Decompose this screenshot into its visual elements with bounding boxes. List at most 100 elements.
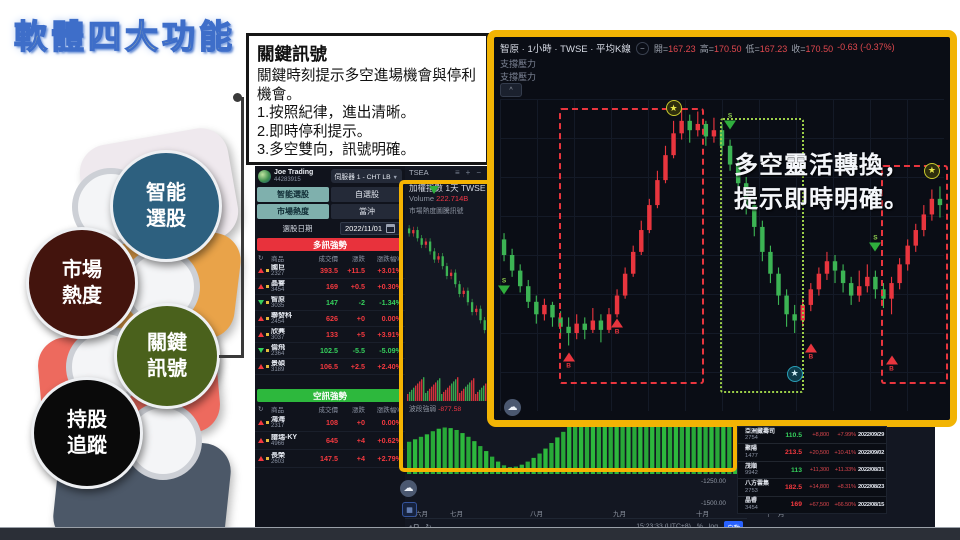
callout-body: 關鍵時刻提示多空進場機會與停利機會。 xyxy=(257,68,476,103)
signal-chart-panel: 智原 · 1小時 · TWSE · 平均K線 − 開=167.23 高=170.… xyxy=(487,30,957,427)
big-chart-header: 智原 · 1小時 · TWSE · 平均K線 − 開=167.23 高=170.… xyxy=(500,41,895,55)
section-banner: 空訊強勢 xyxy=(257,389,403,402)
date-label: 選股日期 xyxy=(282,223,313,233)
app-tab-3[interactable]: 當沖 xyxy=(331,204,403,219)
up-triangle-icon xyxy=(258,332,264,337)
connector-line-horizontal xyxy=(219,355,244,358)
avatar[interactable] xyxy=(258,169,271,183)
up-triangle-icon xyxy=(258,268,264,273)
signal-table-row[interactable]: 茂順 9942 113 +11,300 +11.33% 2022/08/31 xyxy=(738,462,886,480)
axis-label: 七月 xyxy=(450,511,463,518)
table-header: ↻ 商品 成交價 漲跌 漲跌幅% xyxy=(258,254,402,263)
up-triangle-icon xyxy=(258,456,264,461)
cloud-icon[interactable]: ☁ xyxy=(400,480,417,497)
stock-row[interactable]: 智原 3035 147 -2 -1.34% xyxy=(255,295,405,311)
axis-label: 十一月 xyxy=(765,511,785,518)
table-header: ↻ 商品 成交價 漲跌 漲跌幅% xyxy=(258,405,402,414)
feature-circle-market-heat: 市場熱度 xyxy=(26,227,138,339)
stock-row[interactable]: 景碩 3189 106.5 +2.5 +2.40% xyxy=(255,359,405,375)
signal-dot-icon xyxy=(266,365,269,368)
stock-row[interactable]: 倫飛 2364 102.5 -5.5 -5.09% xyxy=(255,343,405,359)
chart-toolbar-icons: ≡ + − xyxy=(455,168,481,177)
up-triangle-icon xyxy=(258,364,264,369)
chart-symbol-title: 加權指數 1天 TWSE xyxy=(409,183,486,193)
volume-bars xyxy=(407,376,491,401)
signal-dot-icon xyxy=(266,301,269,304)
signal-dot-icon xyxy=(266,317,269,320)
callout-point-2: 2.即時停利提示。 xyxy=(257,123,372,140)
slide-footer-bar xyxy=(0,527,960,540)
callout-title: 關鍵訊號 xyxy=(257,44,327,64)
axis-label: 九月 xyxy=(613,511,626,518)
chart-annotation: 多空靈活轉換， 提示即時明確。 xyxy=(734,152,909,214)
volume-readout: Volume 222.714B xyxy=(409,194,469,203)
signal-dot-icon xyxy=(266,439,269,442)
stock-row[interactable]: 鴻海 2317 108 +0 0.00% xyxy=(255,414,405,432)
date-row: 選股日期 2022/11/01 xyxy=(255,220,405,236)
key-signal-callout: 關鍵訊號 關鍵時刻提示多空進場機會與停利機會。 1.按照紀律，進出清晰。 2.即… xyxy=(246,33,489,165)
signal-table-row[interactable]: 亞洲藏壽司 2754 110.5 +8,800 +7.99% 2022/09/29 xyxy=(738,427,886,445)
app-tab-1[interactable]: 自選股 xyxy=(331,187,403,202)
up-triangle-icon xyxy=(258,420,264,425)
mini-candlestick-chart[interactable] xyxy=(407,212,491,376)
stock-row[interactable]: 晶睿 3454 169 +0.5 +0.30% xyxy=(255,279,405,295)
connector-line-vertical xyxy=(241,97,244,357)
up-triangle-icon xyxy=(258,438,264,443)
log-scale-button[interactable]: log xyxy=(709,523,718,530)
stock-row[interactable]: 譜瑞-KY 4966 645 +4 +0.62% xyxy=(255,432,405,450)
feature-circle-key-signal: 關鍵訊號 xyxy=(114,303,220,409)
app-tab-0[interactable]: 智能選股 xyxy=(257,187,329,202)
collapse-circle-icon[interactable]: − xyxy=(635,41,649,55)
signal-table-row[interactable]: 聚陽 1477 213.5 +20,500 +10.41% 2022/09/02 xyxy=(738,444,886,462)
signal-dot-icon xyxy=(266,269,269,272)
stock-row[interactable]: 國巨 2327 393.5 +11.5 +3.01% xyxy=(255,263,405,279)
app-tab-2[interactable]: 市場熱度 xyxy=(257,204,329,219)
date-picker[interactable]: 2022/11/01 xyxy=(340,221,400,235)
candlestick-chart[interactable] xyxy=(500,99,944,411)
axis-label: 十月 xyxy=(696,511,709,518)
add-icon[interactable]: + xyxy=(465,168,471,177)
axis-label: 六月 xyxy=(415,511,428,518)
feature-circle-holding-track: 持股追蹤 xyxy=(31,377,143,489)
menu-icon[interactable]: ≡ xyxy=(455,168,460,177)
pane-indicator-readout: 波段強弱 -877.58 xyxy=(409,406,462,413)
sell-triangle-icon xyxy=(429,186,439,194)
overlay-indicator-label: 支撐壓力 xyxy=(500,59,537,69)
signal-dot-icon xyxy=(266,285,269,288)
cloud-icon[interactable]: ☁ xyxy=(504,399,521,416)
down-triangle-icon xyxy=(258,348,264,353)
app-tab-grid: 智能選股 自選股 市場熱度 當沖 xyxy=(255,186,405,220)
goto-date-icon[interactable]: ▦ xyxy=(402,502,417,517)
feature-circle-smart-selection: 智能選股 xyxy=(110,150,222,262)
signal-table-row[interactable]: 晶睿 3454 169 +67,500 +66.50% 2022/08/15 xyxy=(745,498,884,512)
axis-label: 八月 xyxy=(530,511,543,518)
connector-dot xyxy=(233,93,242,102)
server-dropdown[interactable]: 伺服器 1 - CHT LB ▼ xyxy=(330,169,402,183)
tab-tsea[interactable]: TSEA xyxy=(409,168,429,177)
stock-row[interactable]: 聯發科 2454 626 +0 0.00% xyxy=(255,311,405,327)
calendar-icon xyxy=(386,223,395,233)
signal-history-table: 亞洲藏壽司 2754 110.5 +8,800 +7.99% 2022/09/29 聚陽 14… xyxy=(737,426,887,514)
callout-point-1: 1.按照紀律，進出清晰。 xyxy=(257,105,416,122)
overlay-indicator-label: 支撐壓力 xyxy=(500,72,537,82)
refresh-icon[interactable]: ↻ xyxy=(258,405,264,413)
ohlc-readout: 開=167.23 高=170.50 低=167.23 收=170.50 -0.6… xyxy=(653,41,895,54)
user-name: Joe Trading xyxy=(274,169,314,177)
refresh-icon[interactable]: ↻ xyxy=(258,254,264,262)
minus-icon[interactable]: − xyxy=(476,168,482,177)
up-triangle-icon xyxy=(258,284,264,289)
collapse-button[interactable]: ^ xyxy=(500,83,522,97)
user-id: 44283915 xyxy=(274,176,301,183)
clock-readout: 15:23:33 (UTC+8) xyxy=(636,523,691,530)
stock-row[interactable]: 欣興 3037 133 +5 +3.91% xyxy=(255,327,405,343)
section-banner: 多訊強勢 xyxy=(257,238,403,251)
signal-table-row[interactable]: 八方雲集 2753 182.5 +14,800 +8.31% 2022/08/23 xyxy=(738,479,886,497)
percent-scale-button[interactable]: % xyxy=(697,523,703,530)
stock-row[interactable]: 長榮 2603 147.5 +4 +2.79% xyxy=(255,450,405,468)
scale-label: -1500.00 xyxy=(701,500,726,507)
big-chart-title: 智原 · 1小時 · TWSE · 平均K線 xyxy=(500,44,631,55)
feature-diagram: 智能選股 市場熱度 關鍵訊號 持股追蹤 xyxy=(26,123,244,540)
trading-app-panel: Joe Trading 44283915 伺服器 1 - CHT LB ▼ 智能… xyxy=(255,166,405,527)
scale-label: -1250.00 xyxy=(701,478,726,485)
